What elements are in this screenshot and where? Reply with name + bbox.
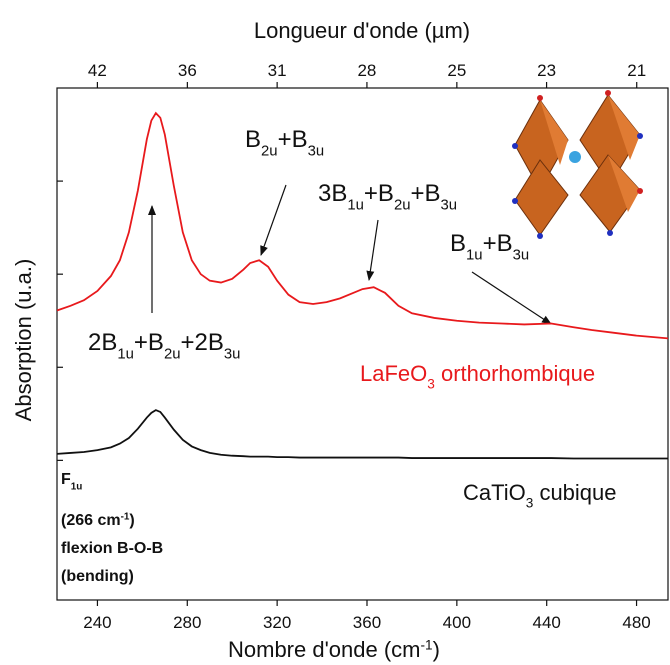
annotation-part: +B xyxy=(278,126,308,153)
annotation-part: 2B xyxy=(88,329,117,356)
annotation: B2u+B3u xyxy=(245,126,324,159)
series-line xyxy=(57,409,668,460)
annotation-part: +2B xyxy=(180,329,223,356)
peak-note: flexion B-O-B xyxy=(61,540,163,557)
peak-note-part: flexion B-O-B xyxy=(61,540,163,557)
x-tick-label: 320 xyxy=(263,613,291,632)
peak-note-part: (bending) xyxy=(61,568,134,585)
annotation: 2B1u+B2u+2B3u xyxy=(88,329,240,362)
peak-note-part: 1u xyxy=(71,482,83,493)
x-axis-title-part: ) xyxy=(433,637,440,662)
annotation-part: 3u xyxy=(441,197,458,213)
peak-note: (bending) xyxy=(61,568,134,585)
annotation-part: +B xyxy=(410,180,440,207)
series-label: CaTiO3 cubique xyxy=(463,480,617,511)
annotation-part: B xyxy=(245,126,261,153)
x-axis-title-part: Nombre d'onde (cm xyxy=(228,637,421,662)
x2-tick-label: 36 xyxy=(178,61,197,80)
peak-note-part: -1 xyxy=(121,511,130,522)
x2-tick-label: 21 xyxy=(627,61,646,80)
peak-note-part: (266 cm xyxy=(61,512,121,529)
annotation-part: +B xyxy=(364,180,394,207)
x-tick-label: 480 xyxy=(622,613,650,632)
peak-note-part: F xyxy=(61,471,71,488)
series-label-part: 3 xyxy=(526,496,534,511)
annotation-part: +B xyxy=(134,329,164,356)
x-tick-label: 440 xyxy=(533,613,561,632)
series-label-part: 3 xyxy=(427,377,435,392)
annotation-part: 1u xyxy=(117,346,134,362)
x2-tick-label: 28 xyxy=(357,61,376,80)
x-tick-label: 280 xyxy=(173,613,201,632)
series-label-part: orthorhombique xyxy=(435,361,595,386)
x-tick-label: 240 xyxy=(83,613,111,632)
x-tick-label: 400 xyxy=(443,613,471,632)
annotation-part: 1u xyxy=(347,197,364,213)
series-label-part: CaTiO xyxy=(463,480,526,505)
y-axis-title: Absorption (u.a.) xyxy=(11,259,36,422)
x2-axis-title: Longueur d'onde (µm) xyxy=(254,18,470,43)
annotation-part: 1u xyxy=(466,247,483,263)
annotation-part: 2u xyxy=(261,143,278,159)
annotation-part: 3B xyxy=(318,180,347,207)
series-label: LaFeO3 orthorhombique xyxy=(360,361,595,392)
annotation-part: 3u xyxy=(308,143,325,159)
x-axis-title-part: -1 xyxy=(421,637,433,652)
x2-tick-label: 25 xyxy=(447,61,466,80)
arrows xyxy=(148,184,552,325)
x-tick-label: 360 xyxy=(353,613,381,632)
annotation-part: 2u xyxy=(164,346,181,362)
x2-tick-label: 23 xyxy=(537,61,556,80)
x2-tick-label: 42 xyxy=(88,61,107,80)
series-line xyxy=(57,111,668,340)
x2-tick-label: 31 xyxy=(268,61,287,80)
x-axis-title: Nombre d'onde (cm-1) xyxy=(228,637,440,662)
plot-frame xyxy=(56,87,669,601)
crystal-inset xyxy=(512,90,643,239)
series-label-part: LaFeO xyxy=(360,361,427,386)
annotation-part: +B xyxy=(483,230,513,257)
peak-note: (266 cm-1) xyxy=(61,511,135,529)
annotation-part: B xyxy=(450,230,466,257)
series-label-part: cubique xyxy=(533,480,616,505)
annotation-part: 3u xyxy=(224,346,241,362)
peak-note: F1u xyxy=(61,471,82,493)
annotation: 3B1u+B2u+B3u xyxy=(318,180,457,213)
annotation-part: 2u xyxy=(394,197,411,213)
annotation-part: 3u xyxy=(513,247,530,263)
peak-note-part: ) xyxy=(129,512,134,529)
annotation: B1u+B3u xyxy=(450,230,529,263)
